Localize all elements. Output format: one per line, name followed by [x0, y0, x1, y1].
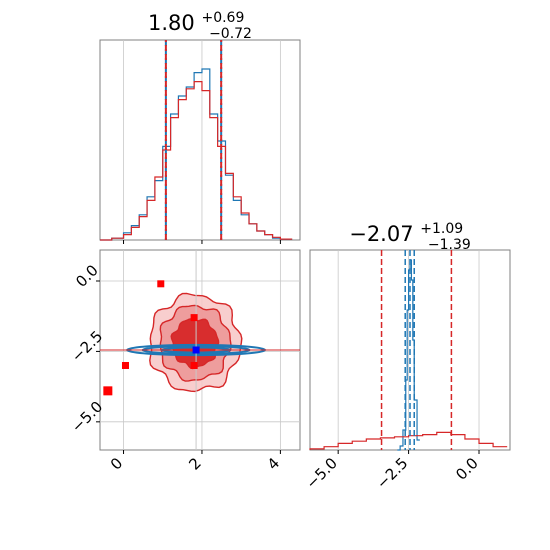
title-value-right: −2.07 [349, 222, 413, 246]
x-tick-labels-contour: 0 2 4 [107, 454, 283, 473]
histogram-step-1 [309, 431, 508, 450]
x-tick-labels-right: −5.0 −2.5 0.0 [303, 454, 482, 492]
marginal-histogram-top: 1.80 +0.69 −0.72 [99, 3, 301, 244]
grid-top [123, 40, 281, 240]
title-plus-right: +1.09 [420, 221, 463, 237]
marker-2 [190, 314, 198, 322]
marker-3 [121, 361, 129, 369]
title-plus-top: +0.69 [201, 10, 244, 26]
contour-red-level-2 [170, 318, 220, 370]
x-ticks-top [123, 240, 281, 244]
x-tick-label-0: 0 [107, 454, 126, 473]
x-tick-label-m5: −5.0 [303, 454, 341, 492]
x-tick-label-0-0: 0.0 [452, 454, 482, 484]
marker-1 [157, 280, 165, 288]
point-markers [103, 280, 200, 396]
truth-crosshair [100, 250, 300, 450]
axes-frame-top [99, 39, 301, 241]
quantile-lines-top [164, 40, 223, 240]
marginal-histogram-right: −2.07 +1.09 −1.39 −5.0 −2.5 0.0 [303, 214, 511, 493]
title-value-top: 1.80 [148, 11, 195, 35]
y-tick-label-m5: −5.0 [68, 398, 106, 436]
y-tick-label-m2-5: −2.5 [68, 327, 106, 365]
panel-title-top: 1.80 +0.69 −0.72 [148, 3, 252, 42]
marker-5 [103, 386, 113, 396]
x-tick-label-4: 4 [264, 454, 283, 473]
y-tick-labels-contour: 0.0 −2.5 −5.0 [68, 261, 106, 436]
histogram-step-1 [100, 81, 293, 241]
x-tick-label-m2-5: −2.5 [373, 454, 411, 492]
histogram-step-0 [100, 68, 293, 241]
title-minus-top: −0.72 [209, 26, 252, 42]
quantile-lines-right [380, 250, 453, 450]
x-tick-label-2: 2 [185, 454, 204, 473]
joint-contour-panel: 0 2 4 0.0 −2.5 −5.0 [68, 249, 301, 474]
title-minus-right: −1.39 [428, 237, 471, 253]
marker-0 [192, 346, 200, 354]
marker-4 [190, 361, 198, 369]
histogram-series-top [100, 68, 293, 241]
y-tick-label-0: 0.0 [72, 261, 102, 291]
panel-title-right: −2.07 +1.09 −1.39 [349, 214, 471, 253]
